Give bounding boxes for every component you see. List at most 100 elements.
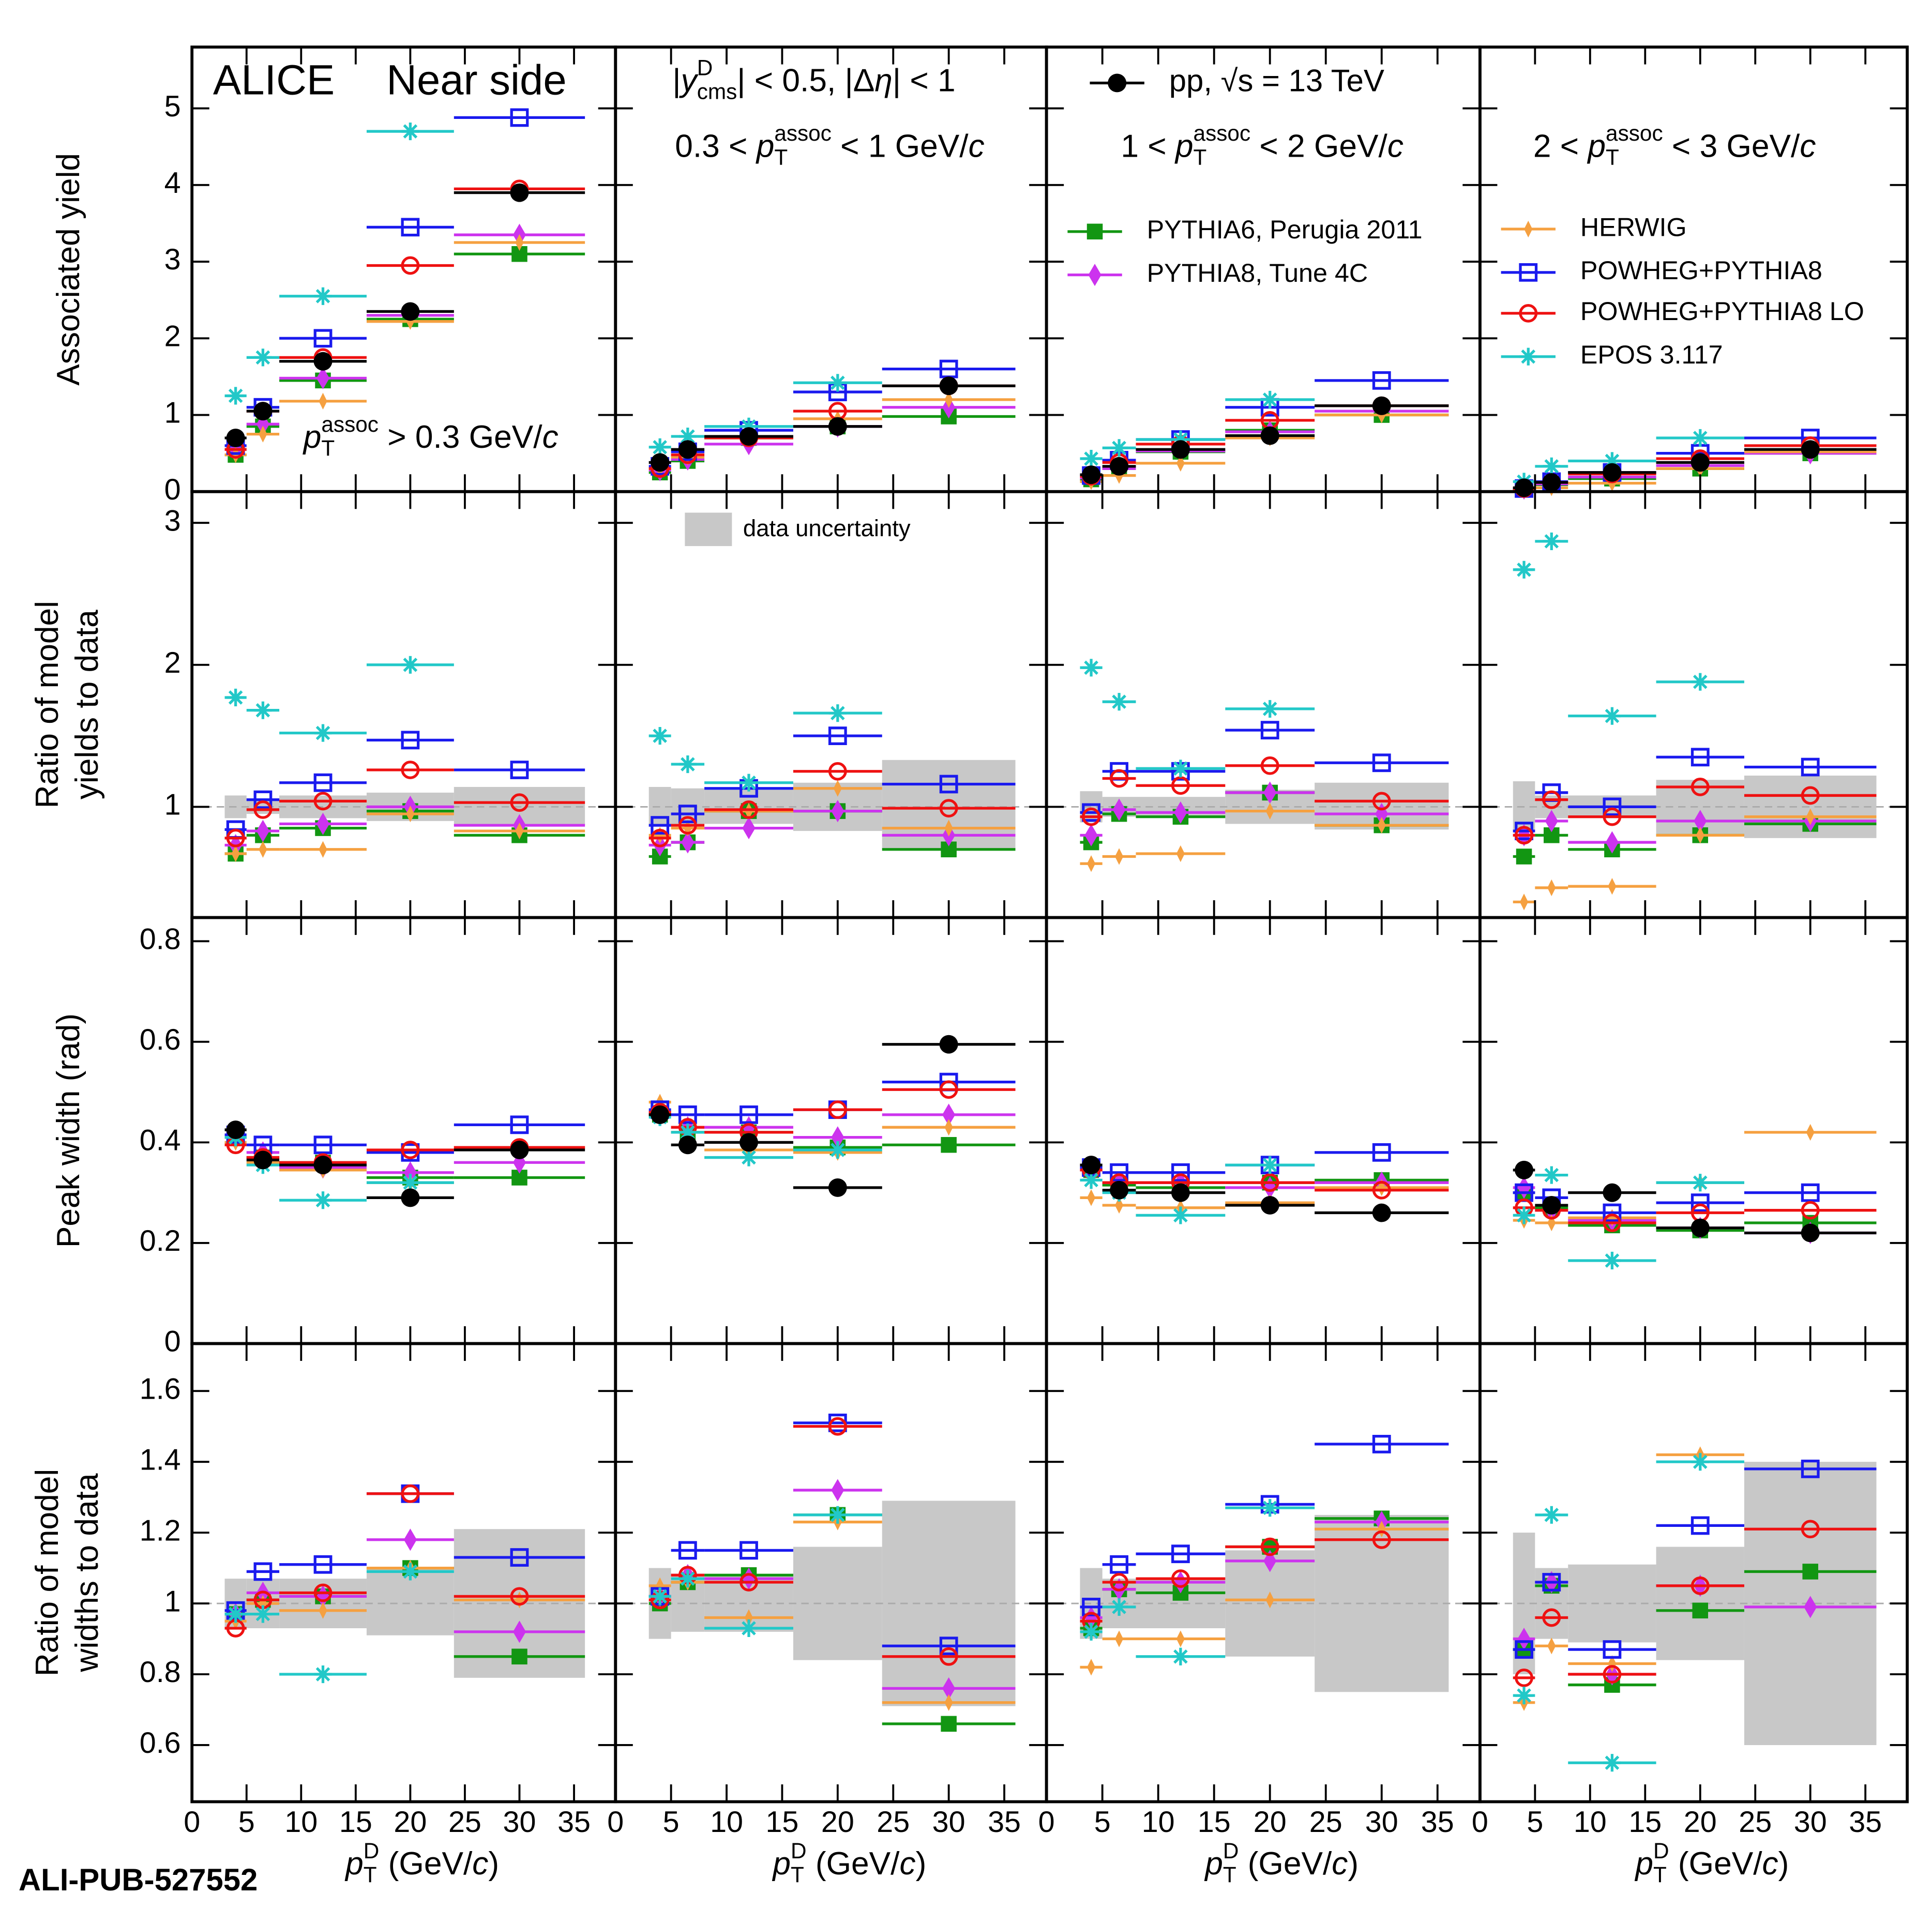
marker bbox=[1603, 807, 1622, 826]
marker bbox=[1801, 1223, 1820, 1243]
text-part: c bbox=[542, 420, 559, 456]
x-tick-label: 25 bbox=[1739, 1806, 1772, 1839]
text-part: 1 < bbox=[1121, 129, 1175, 164]
y-axis-title: widths to data bbox=[69, 1473, 105, 1672]
marker bbox=[1516, 849, 1532, 865]
annotation: 0.3 < passoc T < 1 GeV/c bbox=[675, 121, 985, 169]
marker bbox=[1515, 1160, 1534, 1179]
text-part: (GeV/ bbox=[1239, 1846, 1332, 1882]
marker bbox=[1542, 790, 1561, 809]
marker bbox=[1086, 855, 1096, 872]
marker bbox=[1543, 1166, 1561, 1184]
marker bbox=[1801, 757, 1820, 777]
panel-frame bbox=[1478, 490, 1909, 919]
marker bbox=[319, 841, 327, 858]
x-tick-label: 0 bbox=[607, 1806, 624, 1839]
marker bbox=[1174, 801, 1187, 824]
marker bbox=[510, 1141, 529, 1159]
marker bbox=[1691, 1174, 1709, 1192]
marker bbox=[1801, 1201, 1820, 1220]
marker bbox=[510, 1115, 529, 1134]
marker bbox=[744, 1609, 753, 1626]
marker bbox=[1110, 457, 1129, 476]
legend-swatch bbox=[1088, 264, 1101, 286]
marker bbox=[1171, 776, 1190, 795]
text-part: D bbox=[364, 1839, 380, 1863]
x-tick-label: 15 bbox=[1628, 1806, 1662, 1839]
x-tick-label: 20 bbox=[821, 1806, 854, 1839]
marker bbox=[1176, 454, 1185, 472]
marker bbox=[1084, 1606, 1098, 1629]
marker bbox=[739, 427, 758, 446]
marker bbox=[1110, 1180, 1129, 1200]
panel-frame bbox=[1478, 1342, 1909, 1804]
marker bbox=[656, 1577, 665, 1594]
marker bbox=[1545, 810, 1558, 832]
marker bbox=[510, 183, 529, 202]
text-part: 2 < bbox=[1533, 129, 1588, 164]
marker bbox=[828, 762, 847, 781]
marker bbox=[1261, 1156, 1279, 1174]
y-tick-label: 1 bbox=[164, 1585, 181, 1618]
marker bbox=[1082, 465, 1101, 484]
marker bbox=[939, 1035, 958, 1054]
marker bbox=[253, 790, 273, 809]
marker bbox=[942, 1677, 956, 1700]
marker bbox=[1260, 756, 1279, 775]
x-tick-label: 20 bbox=[1254, 1806, 1287, 1839]
marker bbox=[1174, 1571, 1187, 1594]
text-part: c bbox=[1332, 1846, 1348, 1882]
marker bbox=[515, 234, 524, 251]
legend-label: EPOS 3.117 bbox=[1580, 340, 1723, 369]
x-tick-label: 25 bbox=[877, 1806, 910, 1839]
marker bbox=[1690, 1516, 1710, 1535]
text-part: assoc bbox=[1606, 121, 1663, 145]
x-axis-title: pD T (GeV/c) bbox=[772, 1839, 926, 1887]
marker bbox=[1515, 560, 1533, 579]
y-tick-label: 0.8 bbox=[140, 923, 181, 956]
annotation: Near side bbox=[386, 56, 566, 103]
legend-label: PYTHIA8, Tune 4C bbox=[1147, 258, 1368, 287]
text-part: p bbox=[772, 1846, 791, 1882]
y-axis-title: Ratio of model bbox=[29, 1469, 65, 1676]
text-part: η bbox=[874, 63, 893, 99]
text-part: 0.3 < bbox=[675, 129, 756, 164]
marker bbox=[939, 775, 958, 794]
marker bbox=[1605, 831, 1619, 854]
marker bbox=[1176, 845, 1185, 862]
marker bbox=[1372, 792, 1391, 811]
marker bbox=[1110, 1555, 1128, 1574]
annotation: |yD cms| < 0.5, |Δη| < 1 bbox=[672, 55, 955, 103]
marker bbox=[739, 417, 758, 435]
marker bbox=[1372, 1143, 1391, 1162]
marker bbox=[1603, 463, 1622, 482]
text-part: ) bbox=[1348, 1846, 1359, 1882]
y-tick-label: 1.2 bbox=[140, 1514, 181, 1547]
text-part: (GeV/ bbox=[379, 1846, 473, 1882]
marker bbox=[1543, 457, 1561, 475]
text-part: D bbox=[1223, 1839, 1239, 1863]
marker bbox=[651, 828, 670, 847]
marker bbox=[1171, 1183, 1190, 1202]
marker bbox=[1519, 893, 1529, 911]
marker bbox=[1372, 371, 1391, 390]
text-part: assoc bbox=[1194, 121, 1251, 145]
marker bbox=[1690, 1576, 1710, 1595]
text-part: assoc bbox=[321, 412, 379, 436]
marker bbox=[1690, 748, 1710, 767]
text-part: D bbox=[697, 55, 713, 80]
y-axis-title: Ratio of model bbox=[29, 601, 65, 808]
marker bbox=[828, 417, 847, 436]
marker bbox=[226, 828, 245, 847]
marker bbox=[1082, 1623, 1100, 1641]
marker bbox=[1806, 1124, 1815, 1141]
text-part: cms bbox=[697, 80, 737, 104]
marker bbox=[1802, 1564, 1818, 1580]
marker bbox=[678, 427, 697, 446]
marker bbox=[1515, 478, 1534, 497]
text-part: T bbox=[774, 145, 788, 169]
marker bbox=[1603, 452, 1621, 470]
x-tick-label: 5 bbox=[1094, 1806, 1111, 1839]
legend-swatch bbox=[1524, 220, 1533, 238]
text-part: D bbox=[1653, 1839, 1669, 1863]
